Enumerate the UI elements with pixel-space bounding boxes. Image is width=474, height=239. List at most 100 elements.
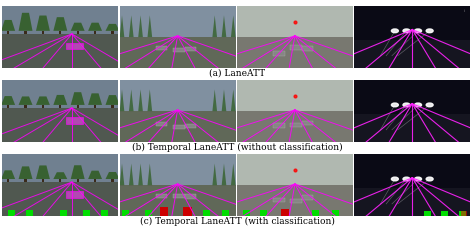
Polygon shape xyxy=(237,37,353,68)
Bar xyxy=(76,179,79,182)
Polygon shape xyxy=(138,163,143,185)
Polygon shape xyxy=(88,93,102,105)
Polygon shape xyxy=(119,37,236,68)
Polygon shape xyxy=(36,165,50,179)
Bar xyxy=(290,45,302,50)
Polygon shape xyxy=(354,80,470,114)
Bar xyxy=(184,124,196,128)
Polygon shape xyxy=(1,170,15,179)
Bar xyxy=(302,46,313,50)
Bar xyxy=(173,48,184,52)
Polygon shape xyxy=(119,111,236,142)
Polygon shape xyxy=(106,95,119,105)
Polygon shape xyxy=(71,23,85,31)
Polygon shape xyxy=(2,108,118,142)
Bar xyxy=(173,125,184,129)
Bar xyxy=(8,210,15,216)
Bar xyxy=(111,31,114,34)
Bar xyxy=(273,51,284,55)
Polygon shape xyxy=(36,16,50,31)
Text: (b) Temporal LaneATT (without classification): (b) Temporal LaneATT (without classifica… xyxy=(132,143,342,152)
Polygon shape xyxy=(18,166,33,179)
Polygon shape xyxy=(18,13,33,31)
Bar xyxy=(183,207,191,216)
Circle shape xyxy=(392,103,398,107)
Bar xyxy=(66,43,83,49)
Polygon shape xyxy=(240,89,245,111)
Bar xyxy=(101,210,108,216)
Polygon shape xyxy=(231,15,236,37)
Bar xyxy=(145,210,152,216)
Bar xyxy=(42,105,44,108)
Polygon shape xyxy=(119,154,236,185)
Polygon shape xyxy=(1,20,15,31)
Text: i: i xyxy=(463,9,465,13)
Bar xyxy=(42,179,44,182)
Bar xyxy=(155,122,167,126)
Bar xyxy=(461,211,467,216)
Polygon shape xyxy=(212,89,217,111)
Bar xyxy=(122,210,129,216)
Bar xyxy=(7,105,9,108)
Polygon shape xyxy=(119,80,236,111)
Bar xyxy=(312,210,319,216)
Bar xyxy=(273,123,284,127)
Bar xyxy=(60,210,67,216)
Polygon shape xyxy=(240,163,245,185)
Polygon shape xyxy=(2,182,118,216)
Circle shape xyxy=(426,29,433,33)
Circle shape xyxy=(426,103,433,107)
Bar xyxy=(94,105,96,108)
Polygon shape xyxy=(54,172,67,179)
Polygon shape xyxy=(129,163,134,185)
Bar xyxy=(7,31,9,34)
Bar xyxy=(155,194,167,198)
Bar xyxy=(59,179,62,182)
Bar xyxy=(173,194,184,198)
Bar xyxy=(160,207,168,216)
Polygon shape xyxy=(119,185,236,216)
Bar xyxy=(24,31,27,34)
Bar xyxy=(24,179,27,182)
Bar xyxy=(24,105,27,108)
Polygon shape xyxy=(119,6,236,37)
Polygon shape xyxy=(147,89,152,111)
Polygon shape xyxy=(354,6,470,40)
Polygon shape xyxy=(212,163,217,185)
Bar xyxy=(66,191,83,198)
Bar xyxy=(155,46,167,50)
Bar xyxy=(59,105,62,108)
Circle shape xyxy=(403,29,410,33)
Text: (a) LaneATT: (a) LaneATT xyxy=(209,69,265,78)
Bar xyxy=(203,210,210,216)
Bar xyxy=(76,105,79,108)
Bar xyxy=(76,31,79,34)
Circle shape xyxy=(415,103,421,107)
Polygon shape xyxy=(119,15,124,37)
Polygon shape xyxy=(222,15,226,37)
Bar xyxy=(260,210,267,216)
Polygon shape xyxy=(147,163,152,185)
Polygon shape xyxy=(2,34,118,68)
Polygon shape xyxy=(71,92,85,105)
Polygon shape xyxy=(237,185,353,216)
Bar xyxy=(273,198,284,202)
Polygon shape xyxy=(138,89,143,111)
Polygon shape xyxy=(88,23,102,31)
Polygon shape xyxy=(54,95,67,105)
Bar xyxy=(94,179,96,182)
Text: (c) Temporal LaneATT (with classification): (c) Temporal LaneATT (with classificatio… xyxy=(139,217,335,226)
Polygon shape xyxy=(354,188,470,216)
Circle shape xyxy=(415,177,421,181)
Bar xyxy=(111,179,114,182)
Polygon shape xyxy=(71,165,85,179)
Polygon shape xyxy=(119,163,124,185)
Bar xyxy=(66,117,83,124)
Polygon shape xyxy=(147,15,152,37)
Circle shape xyxy=(403,177,410,181)
Bar xyxy=(26,210,33,216)
Polygon shape xyxy=(222,89,226,111)
Bar xyxy=(222,210,228,216)
Bar xyxy=(94,31,96,34)
Bar xyxy=(302,195,313,200)
